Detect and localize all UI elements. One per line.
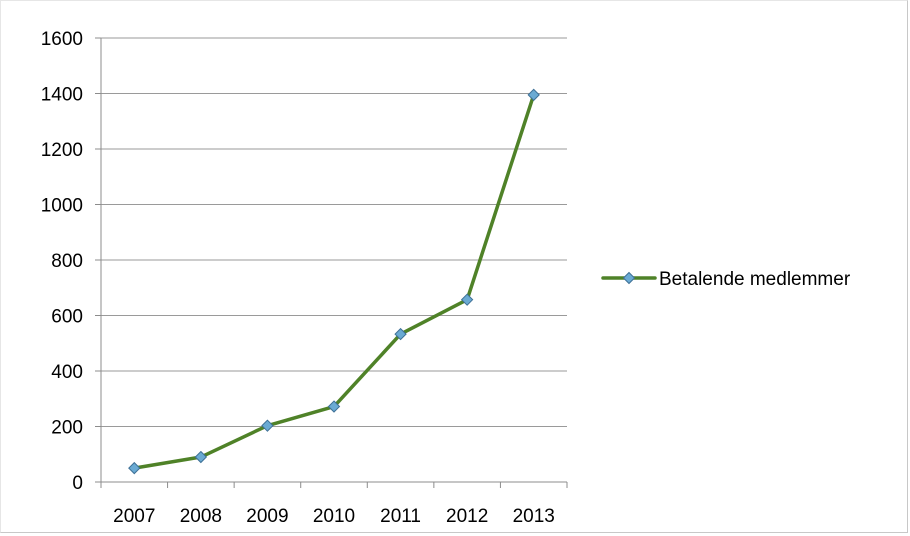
y-tick-label: 600 — [51, 307, 83, 328]
y-tick-label: 400 — [51, 362, 83, 383]
y-tick-label: 1600 — [41, 29, 83, 50]
y-tick-label: 200 — [51, 418, 83, 439]
data-point-marker — [460, 293, 474, 306]
y-tick-label: 800 — [51, 251, 83, 272]
legend: Betalende medlemmer — [601, 269, 851, 290]
y-tick-label: 1400 — [41, 85, 83, 106]
legend-label: Betalende medlemmer — [659, 269, 851, 290]
x-tick-labels: 2007 2008 2009 2010 2011 2012 2013 — [113, 506, 555, 527]
x-tick-label: 2009 — [246, 506, 288, 527]
data-point-marker — [394, 327, 407, 341]
data-point-marker — [327, 400, 341, 413]
x-tick-label: 2012 — [446, 506, 488, 527]
y-tick-labels: 0 200 400 600 800 1000 1200 1400 1600 — [41, 29, 83, 494]
x-tick-label: 2010 — [313, 506, 355, 527]
gridlines — [101, 37, 567, 427]
y-tick-label: 1200 — [41, 140, 83, 161]
axes — [95, 37, 568, 488]
y-tick-label: 1000 — [41, 196, 83, 217]
x-tick-label: 2007 — [113, 506, 155, 527]
data-point-marker — [194, 450, 208, 464]
legend-marker-swatch — [622, 271, 636, 285]
data-point-marker — [261, 419, 274, 432]
data-point-marker — [527, 88, 540, 102]
x-tick-label: 2008 — [180, 506, 222, 527]
x-tick-label: 2011 — [380, 506, 421, 527]
x-tick-label: 2013 — [513, 506, 555, 527]
series — [128, 88, 540, 475]
data-point-marker — [128, 461, 141, 475]
y-tick-label: 0 — [72, 473, 83, 494]
